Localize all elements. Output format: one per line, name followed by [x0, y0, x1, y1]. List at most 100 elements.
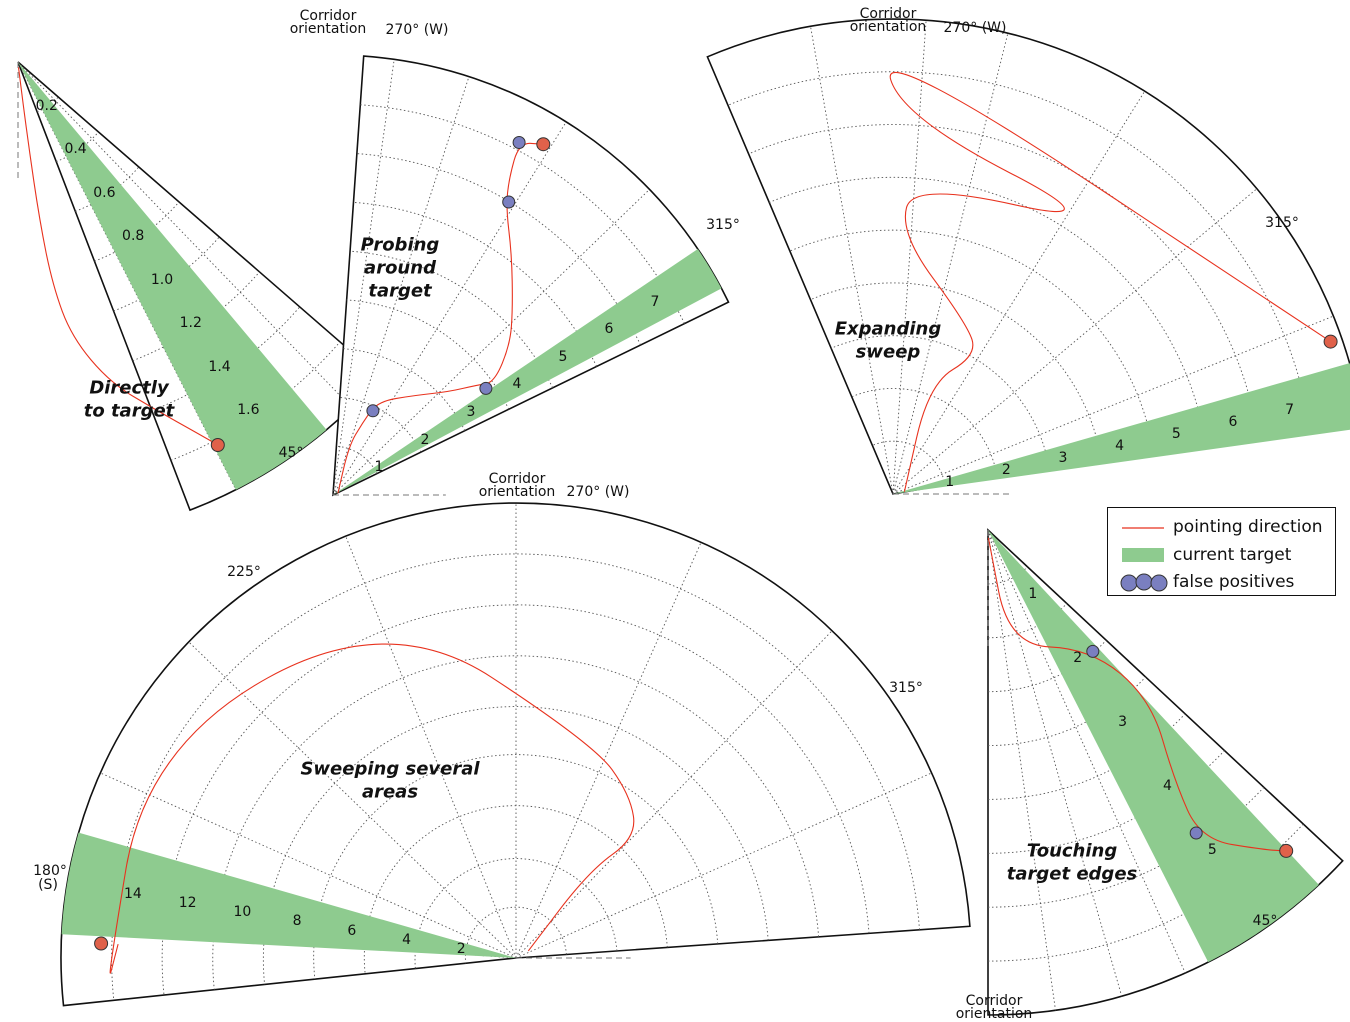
- radial-tick-label: 0.8: [122, 228, 145, 245]
- radial-tick-label: 2: [1001, 461, 1011, 478]
- angle-label: 270° (W): [566, 484, 630, 500]
- pointing-path: [17, 67, 219, 446]
- grid-ring: [987, 566, 1028, 585]
- radial-tick-label: 6: [347, 922, 357, 939]
- grid-spoke: [892, 20, 927, 495]
- radial-tick-label: 5: [558, 348, 568, 365]
- grid-ring: [313, 754, 719, 980]
- false-positive-point: [479, 381, 493, 395]
- radial-tick-label: 12: [178, 895, 197, 912]
- grid-ring: [353, 201, 598, 367]
- grid-ring: [830, 335, 1050, 467]
- radial-tick-label: 1.6: [237, 402, 260, 419]
- radial-tick-label: 1: [374, 459, 384, 476]
- radial-tick-label: 3: [1118, 714, 1128, 731]
- radial-tick-label: 0.4: [64, 141, 87, 157]
- panel-title-line: sweep: [855, 341, 921, 362]
- panel-title-line: target edges: [1006, 863, 1138, 884]
- grid-ring: [132, 271, 260, 362]
- grid-spoke: [332, 59, 395, 496]
- radial-tick-label: 1.2: [179, 315, 202, 332]
- radial-tick-label: 1.0: [150, 271, 174, 288]
- angle-label: 225°: [227, 564, 261, 580]
- final-point: [1323, 334, 1338, 349]
- legend-label-target: current target: [1173, 545, 1292, 565]
- grid-ring: [464, 906, 567, 964]
- legend-label-false-positives: false positives: [1173, 572, 1295, 592]
- grid-ring: [356, 153, 642, 346]
- radial-tick-label: 1: [1028, 586, 1038, 603]
- radial-tick-label: 1.4: [208, 358, 231, 375]
- panel-frame: [706, 18, 1350, 495]
- false-positive-point: [1189, 826, 1203, 840]
- panel-title-line: around: [364, 257, 436, 279]
- legend-row-target: current target: [1108, 541, 1335, 569]
- angle-label: 45°: [278, 445, 304, 461]
- panel-title-line: Directly: [89, 377, 169, 398]
- radial-tick-label: 7: [650, 293, 660, 310]
- target-sector: [988, 530, 1319, 963]
- grid-spoke: [332, 76, 470, 496]
- grid-ring: [363, 805, 668, 974]
- radial-tick-label: 2: [1073, 650, 1083, 667]
- radial-tick-label: 4: [1115, 437, 1125, 454]
- pointing-path: [889, 72, 1331, 492]
- grid-ring: [360, 104, 685, 324]
- radial-tick-label: 5: [1207, 842, 1217, 859]
- target-sector: [18, 62, 327, 490]
- angle-label: 315°: [1265, 215, 1299, 231]
- final-point: [210, 438, 225, 452]
- angle-label: (S): [38, 877, 58, 893]
- radial-tick-label: 5: [1171, 425, 1181, 442]
- angle-label: 270° (W): [385, 22, 449, 38]
- grid-ring: [343, 348, 466, 431]
- grid-ring: [987, 750, 1225, 854]
- legend-row-false-positives: false positives: [1108, 568, 1335, 596]
- radial-tick-label: 6: [1228, 413, 1238, 430]
- corridor-orientation-label: Corridor: [488, 471, 546, 487]
- legend: pointing direction current target false …: [1107, 507, 1336, 596]
- angle-label: 180°: [33, 863, 67, 879]
- panel-title-line: Sweeping several: [300, 758, 480, 779]
- radial-tick-label: 4: [512, 376, 522, 393]
- grid-ring: [987, 823, 1304, 962]
- panel-title-line: Probing: [360, 234, 440, 256]
- grid-ring: [111, 553, 920, 1001]
- grid-spoke: [892, 315, 1334, 495]
- grid-spoke: [332, 121, 567, 496]
- angle-label: 45°: [1252, 913, 1278, 929]
- false-positive-point: [502, 195, 516, 209]
- radial-tick-label: 1: [945, 473, 955, 490]
- grid-ring: [212, 655, 820, 990]
- panel-title-line: areas: [361, 781, 419, 802]
- final-point: [94, 936, 109, 951]
- angle-label: 270° (W): [943, 20, 1007, 36]
- pointing-path: [109, 643, 635, 974]
- final-point: [536, 137, 551, 152]
- grid-ring: [769, 176, 1206, 440]
- target-sector: [893, 363, 1350, 494]
- angle-label: 315°: [889, 680, 923, 696]
- false-positive-point: [512, 136, 526, 149]
- grid-ring: [789, 229, 1154, 449]
- false-positive-point: [366, 404, 380, 418]
- radial-tick-label: 2: [420, 431, 430, 448]
- grid-spoke: [987, 529, 1056, 1011]
- angle-label: 315°: [706, 217, 740, 233]
- radial-tick-label: 0.6: [93, 184, 116, 201]
- corridor-orientation-label: Corridor: [299, 8, 357, 24]
- grid-ring: [56, 131, 99, 163]
- radial-tick-label: 3: [466, 404, 476, 421]
- grid-ring: [748, 124, 1258, 430]
- grid-ring: [151, 306, 301, 411]
- panel-title-line: target: [368, 280, 432, 302]
- target-sector: [333, 249, 722, 495]
- radial-tick-label: 3: [1058, 449, 1068, 466]
- grid-ring: [987, 676, 1146, 747]
- radial-tick-label: 4: [402, 931, 411, 948]
- panel-title-line: to target: [83, 400, 175, 421]
- radial-tick-label: 7: [1285, 401, 1295, 418]
- panel-title-line: Touching: [1026, 840, 1118, 861]
- legend-label-pointing: pointing direction: [1173, 517, 1323, 537]
